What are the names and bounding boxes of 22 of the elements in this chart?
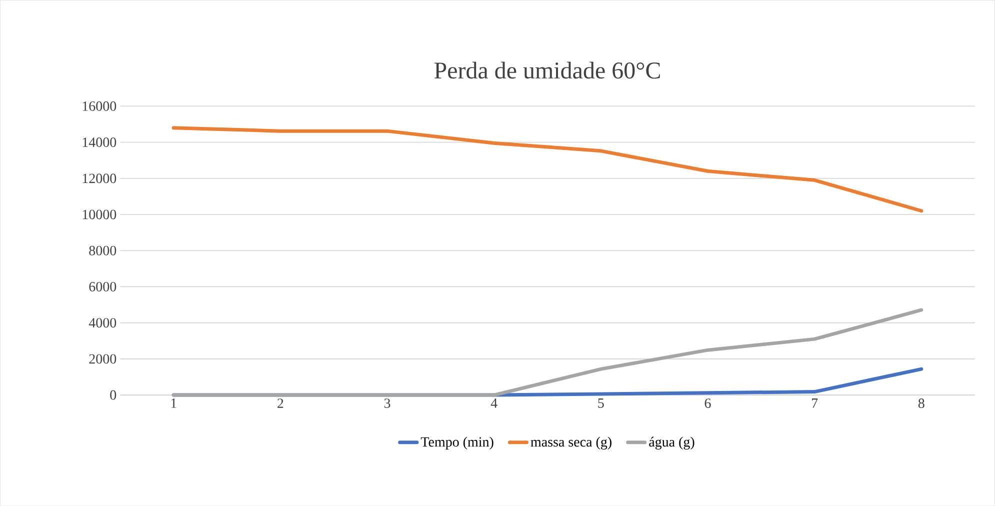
x-tick-label: 8 xyxy=(918,398,924,408)
x-tick-label: 7 xyxy=(812,398,818,408)
y-tick-label: 10000 xyxy=(82,210,116,220)
x-tick-label: 2 xyxy=(278,398,284,408)
legend-label: Tempo (min) xyxy=(420,436,494,450)
x-tick-label: 1 xyxy=(171,398,176,408)
y-tick-label: 12000 xyxy=(82,174,116,184)
y-tick-label: 2000 xyxy=(89,354,116,364)
legend-label: massa seca (g) xyxy=(530,436,612,450)
chart-title: Perda de umidade 60°C xyxy=(434,62,660,79)
x-tick-label: 5 xyxy=(598,398,604,408)
y-tick-label: 4000 xyxy=(88,318,116,328)
line-series xyxy=(172,126,924,213)
y-tick-label: 0 xyxy=(110,390,116,400)
legend-label: água (g) xyxy=(649,436,694,450)
y-tick-label: 8000 xyxy=(89,246,116,256)
x-tick-label: 6 xyxy=(704,398,711,408)
y-tick-label: 16000 xyxy=(82,101,116,111)
x-tick-label: 4 xyxy=(490,398,498,408)
x-tick-label: 3 xyxy=(384,398,390,408)
y-tick-label: 6000 xyxy=(89,282,116,292)
y-tick-label: 14000 xyxy=(82,137,116,147)
